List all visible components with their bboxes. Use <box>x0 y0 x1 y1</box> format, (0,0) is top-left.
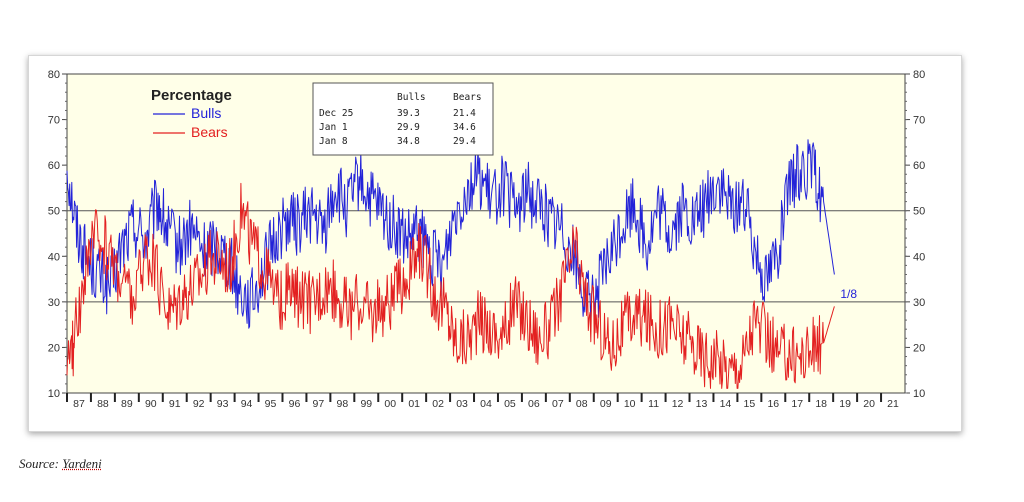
x-tick-label: 04 <box>480 398 492 410</box>
x-tick-label: 10 <box>624 398 636 410</box>
y-tick-label-left: 80 <box>48 69 60 81</box>
x-tick-label: 16 <box>767 398 779 410</box>
source-prefix: Source: <box>19 456 63 471</box>
latest-date-annotation: 1/8 <box>840 287 857 301</box>
data-table <box>312 82 494 156</box>
x-tick-label: 88 <box>97 398 109 410</box>
x-tick-label: 92 <box>193 398 205 410</box>
x-tick-label: 96 <box>289 398 301 410</box>
y-tick-label-right: 60 <box>913 160 925 172</box>
table-value: 34.8 <box>397 136 420 147</box>
table-date: Dec 25 <box>319 108 353 119</box>
y-tick-label-left: 10 <box>48 388 60 400</box>
x-tick-label: 21 <box>887 398 899 410</box>
y-tick-label-right: 10 <box>913 388 925 400</box>
series-line-bulls <box>66 139 835 329</box>
table-header: Bears <box>453 92 482 103</box>
y-tick-label-right: 50 <box>913 206 925 218</box>
x-tick-label: 94 <box>241 398 253 410</box>
chart: 10 10 20 20 30 30 40 40 50 50 60 60 70 70 80 80 87 88 89 90… <box>48 69 926 410</box>
y-tick-label-left: 40 <box>48 251 60 263</box>
x-tick-label: 13 <box>696 398 708 410</box>
legend-label-bears: Bears <box>191 124 228 140</box>
x-tick-label: 19 <box>839 398 851 410</box>
y-tick-label-left: 70 <box>48 115 60 127</box>
x-tick-label: 08 <box>576 398 588 410</box>
x-tick-label: 03 <box>456 398 468 410</box>
x-tick-label: 18 <box>815 398 827 410</box>
x-tick-label: 02 <box>432 398 444 410</box>
y-tick-label-right: 80 <box>913 69 925 81</box>
x-tick-label: 20 <box>863 398 875 410</box>
table-header: Bulls <box>397 92 426 103</box>
source-caption: Source: Yardeni <box>19 456 102 472</box>
x-tick-label: 97 <box>313 398 325 410</box>
y-tick-label-right: 20 <box>913 342 925 354</box>
table-date: Jan 8 <box>319 136 348 147</box>
table-value: 34.6 <box>453 122 476 133</box>
y-tick-label-right: 70 <box>913 115 925 127</box>
x-tick-label: 90 <box>145 398 157 410</box>
table-value: 29.9 <box>397 122 420 133</box>
x-tick-label: 12 <box>672 398 684 410</box>
x-tick-label: 95 <box>265 398 277 410</box>
y-tick-label-left: 20 <box>48 342 60 354</box>
table-value: 21.4 <box>453 108 476 119</box>
source-link[interactable]: Yardeni <box>62 456 102 471</box>
table-value: 39.3 <box>397 108 420 119</box>
x-tick-label: 15 <box>744 398 756 410</box>
x-tick-label: 05 <box>504 398 516 410</box>
x-tick-label: 09 <box>600 398 612 410</box>
chart-card: 10 10 20 20 30 30 40 40 50 50 60 60 70 70 80 80 87 88 89 90… <box>28 55 962 432</box>
x-tick-label: 87 <box>73 398 85 410</box>
y-tick-label-right: 40 <box>913 251 925 263</box>
x-tick-label: 93 <box>217 398 229 410</box>
x-tick-label: 07 <box>552 398 564 410</box>
x-tick-label: 91 <box>169 398 181 410</box>
x-tick-label: 98 <box>336 398 348 410</box>
x-tick-label: 14 <box>720 398 732 410</box>
x-tick-label: 99 <box>360 398 372 410</box>
x-tick-label: 06 <box>528 398 540 410</box>
x-tick-label: 11 <box>648 398 659 410</box>
x-tick-label: 89 <box>121 398 133 410</box>
x-tick-label: 00 <box>384 398 396 410</box>
legend-title: Percentage <box>151 87 232 104</box>
table-value: 29.4 <box>453 136 476 147</box>
legend-label-bulls: Bulls <box>191 105 221 121</box>
y-tick-label-left: 30 <box>48 297 60 309</box>
y-tick-label-right: 30 <box>913 297 925 309</box>
table-date: Jan 1 <box>319 122 348 133</box>
y-tick-label-left: 50 <box>48 206 60 218</box>
series-line-bears <box>66 182 835 389</box>
x-tick-label: 17 <box>791 398 803 410</box>
y-tick-label-left: 60 <box>48 160 60 172</box>
x-tick-label: 01 <box>408 398 420 410</box>
